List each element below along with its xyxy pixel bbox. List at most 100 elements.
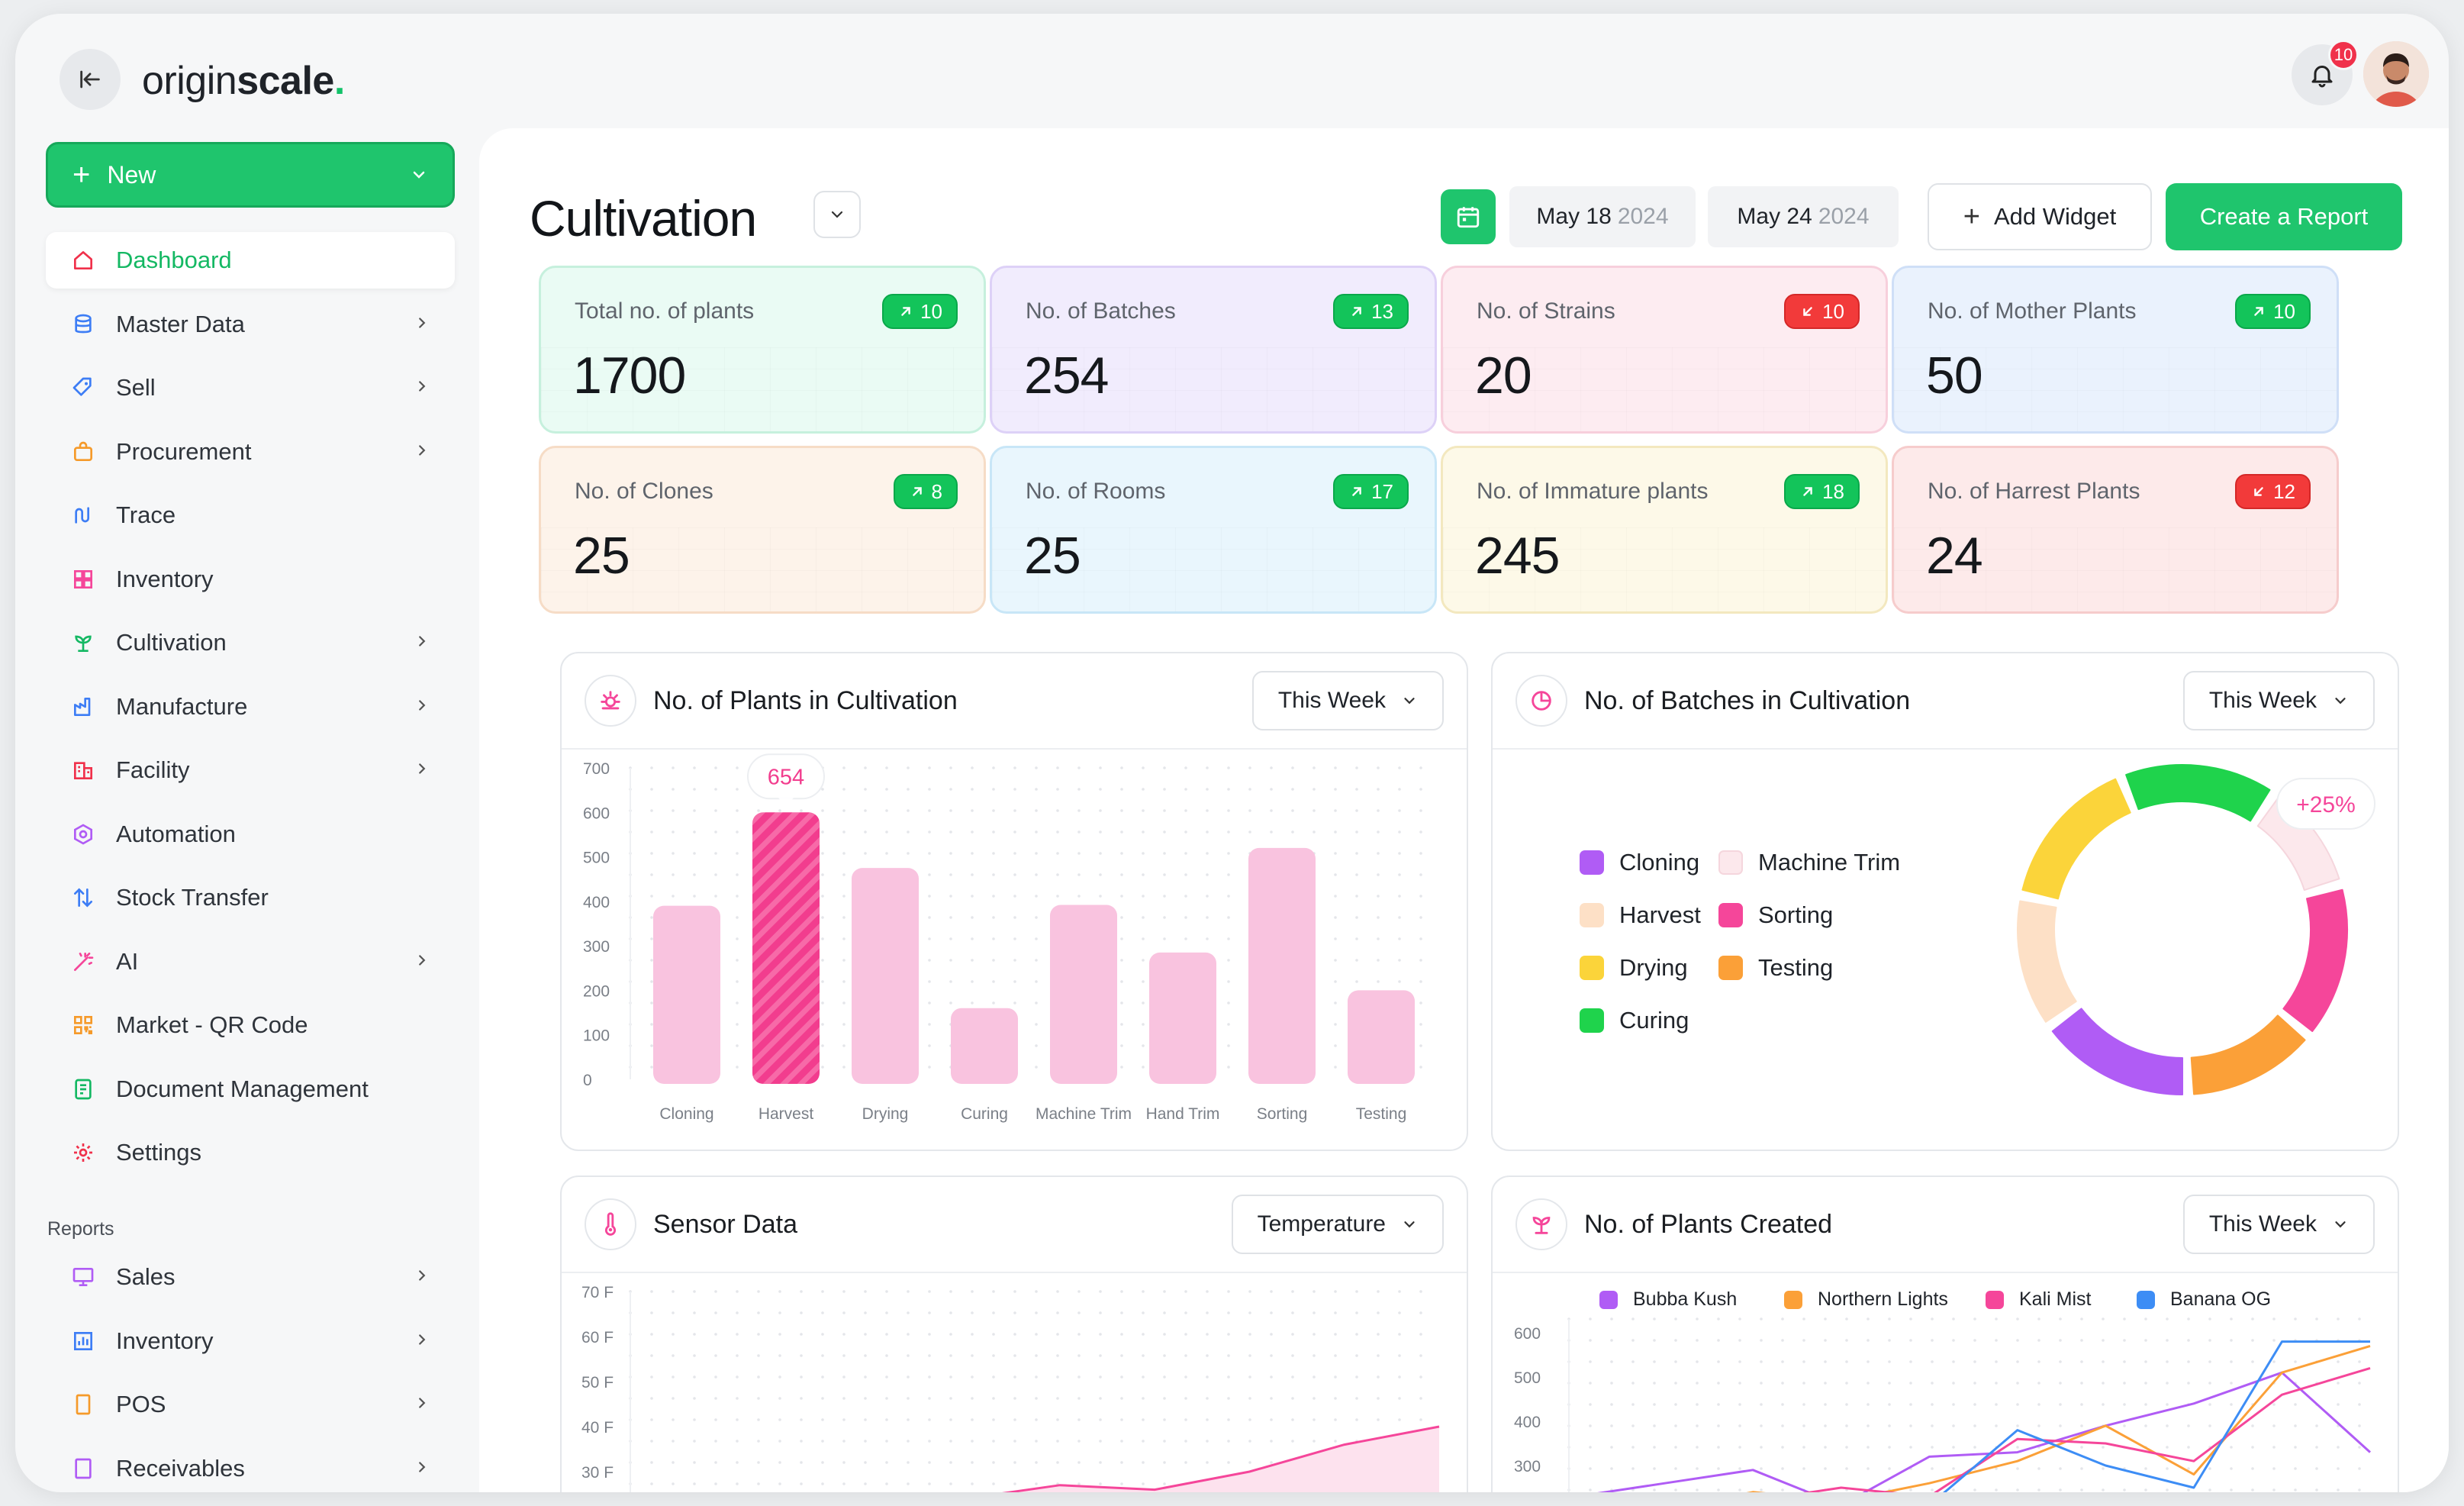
stat-delta-value: 18 bbox=[1822, 479, 1844, 503]
sidebar-item-cultivation[interactable]: Cultivation bbox=[46, 614, 455, 671]
tooltip-pointer bbox=[778, 798, 794, 807]
stat-delta-badge: 18 bbox=[1784, 474, 1860, 509]
time-range-dropdown[interactable]: This Week bbox=[2182, 671, 2375, 730]
legend-item: Bubba Kush bbox=[1599, 1288, 1737, 1311]
donut-segment-cloning[interactable] bbox=[2051, 1008, 2183, 1095]
sidebar-item-automation[interactable]: Automation bbox=[46, 806, 455, 863]
nav-item-label: Stock Transfer bbox=[116, 884, 269, 911]
sidebar-item-procurement[interactable]: Procurement bbox=[46, 424, 455, 480]
sidebar-item-trace[interactable]: Trace bbox=[46, 487, 455, 543]
stat-label: No. of Clones bbox=[575, 479, 713, 504]
sun-icon bbox=[601, 691, 620, 710]
sidebar-item-sell[interactable]: Sell bbox=[46, 360, 455, 416]
stat-card[interactable]: No. of Strains 20 10 bbox=[1441, 266, 1888, 434]
sidebar-item-ai[interactable]: AI bbox=[46, 934, 455, 990]
sidebar-item-inventory[interactable]: Inventory bbox=[46, 551, 455, 608]
x-tick-label: Hand Trim bbox=[1146, 1105, 1220, 1123]
x-tick-label: Cloning bbox=[659, 1105, 713, 1123]
bar-cloning[interactable] bbox=[653, 905, 720, 1084]
chevron-right-icon bbox=[414, 1456, 430, 1481]
temperature-area bbox=[1010, 1427, 1439, 1492]
sensor-type-dropdown[interactable]: Temperature bbox=[1231, 1195, 1444, 1254]
legend-item: Drying bbox=[1580, 954, 1688, 982]
avatar-portrait bbox=[2363, 41, 2429, 107]
stat-card[interactable]: No. of Rooms 25 17 bbox=[990, 446, 1437, 614]
sidebar-item-market-qr-code[interactable]: Market - QR Code bbox=[46, 997, 455, 1053]
add-widget-button[interactable]: + Add Widget bbox=[1928, 183, 2152, 250]
stat-delta-value: 12 bbox=[2273, 479, 2295, 503]
legend-label: Cloning bbox=[1619, 849, 1700, 876]
bar-sorting[interactable] bbox=[1248, 847, 1316, 1084]
y-tick-label: 0 bbox=[583, 1072, 592, 1089]
report-item-sales[interactable]: Sales bbox=[46, 1249, 455, 1305]
stat-card[interactable]: No. of Mother Plants 50 10 bbox=[1892, 266, 2339, 434]
y-tick-label: 50 F bbox=[581, 1374, 614, 1392]
legend-item: Northern Lights bbox=[1784, 1288, 1948, 1311]
stat-value: 20 bbox=[1475, 347, 1532, 405]
widget-icon-badge bbox=[1515, 1198, 1567, 1250]
page-switch-dropdown[interactable] bbox=[813, 191, 861, 238]
start-date-field[interactable]: May 18 2024 bbox=[1509, 186, 1696, 247]
y-tick-label: 40 F bbox=[581, 1419, 614, 1437]
donut-segment-testing[interactable] bbox=[2190, 1014, 2306, 1095]
nav-item-label: Receivables bbox=[116, 1454, 245, 1482]
sidebar-item-document-management[interactable]: Document Management bbox=[46, 1061, 455, 1117]
legend-swatch bbox=[1718, 850, 1743, 875]
time-range-dropdown[interactable]: This Week bbox=[2182, 1195, 2375, 1254]
user-avatar[interactable] bbox=[2363, 41, 2429, 107]
collapse-sidebar-button[interactable] bbox=[60, 49, 121, 110]
x-tick-label: Sorting bbox=[1257, 1105, 1308, 1123]
sidebar-item-facility[interactable]: Facility bbox=[46, 742, 455, 798]
new-button-label: New bbox=[107, 160, 156, 189]
bar-hand-trim[interactable] bbox=[1149, 952, 1216, 1084]
stat-card[interactable]: No. of Immature plants 245 18 bbox=[1441, 446, 1888, 614]
report-item-receivables[interactable]: Receivables bbox=[46, 1440, 455, 1493]
time-range-dropdown[interactable]: This Week bbox=[1251, 671, 1444, 730]
gear-icon bbox=[70, 1140, 96, 1166]
stat-label: No. of Harrest Plants bbox=[1928, 479, 2140, 504]
arrow-down-left-icon bbox=[1803, 307, 1812, 316]
stat-delta-value: 10 bbox=[2273, 299, 2295, 323]
stat-value: 24 bbox=[1926, 527, 1983, 585]
notifications-button[interactable]: 10 bbox=[2292, 40, 2359, 105]
legend-item: Testing bbox=[1718, 954, 1833, 982]
start-date-year: 2024 bbox=[1617, 204, 1669, 229]
sidebar-item-stock-transfer[interactable]: Stock Transfer bbox=[46, 869, 455, 926]
stat-card[interactable]: Total no. of plants 1700 10 bbox=[539, 266, 986, 434]
bar-drying[interactable] bbox=[852, 868, 919, 1084]
end-date-field[interactable]: May 24 2024 bbox=[1708, 186, 1899, 247]
legend-item: Harvest bbox=[1580, 901, 1701, 929]
stat-card[interactable]: No. of Batches 254 13 bbox=[990, 266, 1437, 434]
stat-card[interactable]: No. of Harrest Plants 24 12 bbox=[1892, 446, 2339, 614]
arrow-down-left-icon bbox=[2254, 487, 2263, 496]
dot-grid bbox=[1567, 1317, 2361, 1491]
card-grid-pattern bbox=[1894, 347, 2337, 431]
donut-segment-sorting[interactable] bbox=[2282, 888, 2348, 1032]
card-grid-pattern bbox=[1443, 527, 1886, 611]
arrow-up-right-icon bbox=[1352, 487, 1361, 496]
card-grid-pattern bbox=[541, 527, 984, 611]
brand-logo[interactable]: originscale. bbox=[142, 59, 345, 103]
sidebar-item-master-data[interactable]: Master Data bbox=[46, 296, 455, 353]
donut-chart: +25% bbox=[2017, 764, 2375, 1095]
report-item-inventory[interactable]: Inventory bbox=[46, 1313, 455, 1369]
bar-testing[interactable] bbox=[1348, 990, 1415, 1084]
legend-item: Machine Trim bbox=[1718, 849, 1900, 876]
sidebar-item-manufacture[interactable]: Manufacture bbox=[46, 679, 455, 735]
donut-segment-harvest[interactable] bbox=[2017, 900, 2077, 1023]
stat-card[interactable]: No. of Clones 25 8 bbox=[539, 446, 986, 614]
donut-segment-curing[interactable] bbox=[2125, 764, 2271, 822]
stat-delta-badge: 8 bbox=[893, 474, 958, 509]
create-report-button[interactable]: Create a Report bbox=[2166, 183, 2402, 250]
sidebar-item-settings[interactable]: Settings bbox=[46, 1124, 455, 1181]
new-button[interactable]: + New bbox=[46, 142, 455, 208]
bar-machine-trim[interactable] bbox=[1050, 905, 1117, 1084]
sidebar-item-dashboard[interactable]: Dashboard bbox=[46, 232, 455, 289]
nav-item-label: Sales bbox=[116, 1263, 176, 1290]
sensor-type-value: Temperature bbox=[1257, 1211, 1386, 1237]
bar-curing[interactable] bbox=[951, 1008, 1018, 1084]
bar-harvest[interactable] bbox=[752, 812, 820, 1084]
donut-segment-drying[interactable] bbox=[2021, 778, 2131, 900]
calendar-button[interactable] bbox=[1441, 189, 1496, 244]
report-item-pos[interactable]: POS bbox=[46, 1376, 455, 1433]
